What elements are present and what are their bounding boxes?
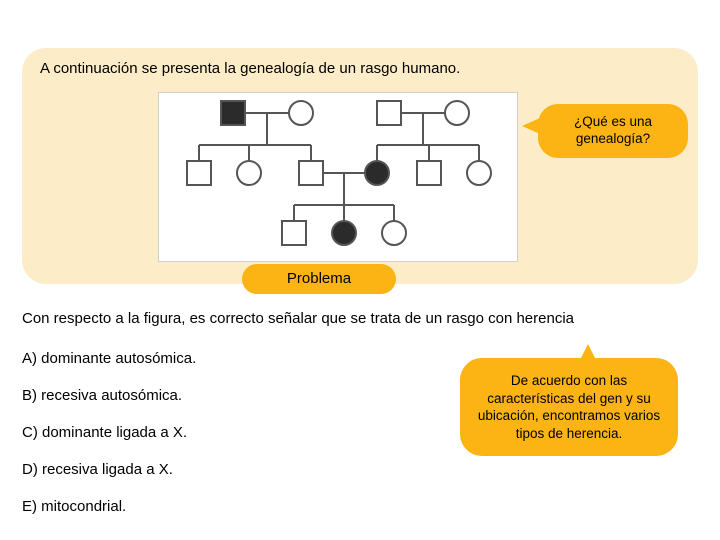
- option-a: A) dominante autosómica.: [22, 350, 342, 367]
- option-e: E) mitocondrial.: [22, 498, 342, 515]
- callout-genealogia: ¿Qué es una genealogía?: [538, 104, 688, 158]
- callout-2-text: De acuerdo con las características del g…: [478, 373, 660, 441]
- answer-options: A) dominante autosómica. B) recesiva aut…: [22, 350, 342, 535]
- problem-badge: Problema: [242, 264, 396, 294]
- pedigree-diagram: [158, 92, 518, 262]
- question-text: Con respecto a la figura, es correcto se…: [22, 310, 702, 327]
- callout-herencia: De acuerdo con las características del g…: [460, 358, 678, 456]
- option-b: B) recesiva autosómica.: [22, 387, 342, 404]
- option-d: D) recesiva ligada a X.: [22, 461, 342, 478]
- problem-label: Problema: [287, 270, 351, 287]
- option-c: C) dominante ligada a X.: [22, 424, 342, 441]
- callout-1-text: ¿Qué es una genealogía?: [574, 114, 652, 146]
- intro-text: A continuación se presenta la genealogía…: [40, 60, 680, 77]
